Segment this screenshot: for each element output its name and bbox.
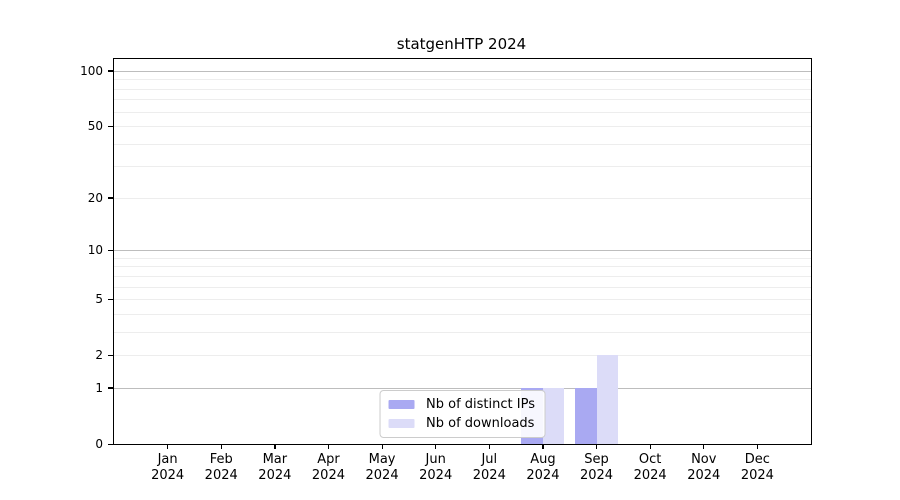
minor-gridline <box>114 275 811 277</box>
x-axis-tick <box>703 444 705 449</box>
x-axis-tick-label: Jul 2024 <box>472 452 506 483</box>
minor-gridline <box>114 299 811 301</box>
y-axis-tick-label: 2 <box>95 348 103 363</box>
legend-label-downloads: Nb of downloads <box>426 416 535 431</box>
bar-sep-distinct-ips <box>575 387 597 444</box>
x-axis-tick-label: Nov 2024 <box>687 452 721 483</box>
minor-gridline <box>114 286 811 288</box>
minor-gridline <box>114 313 811 315</box>
y-axis-tick-label: 100 <box>80 63 103 78</box>
x-axis-tick <box>327 444 330 449</box>
y-axis-tick-label: 50 <box>87 119 103 134</box>
legend-label-distinct-ips: Nb of distinct IPs <box>426 397 535 412</box>
major-gridline <box>114 250 811 252</box>
y-axis-tick-label: 20 <box>87 190 103 205</box>
y-axis-tick <box>108 70 113 72</box>
x-axis-tick <box>542 444 544 449</box>
x-axis-tick-label: Aug 2024 <box>526 452 560 483</box>
legend: Nb of distinct IPs Nb of downloads <box>379 390 546 438</box>
plot-area: Nb of distinct IPs Nb of downloads 0 1 2 5 1… <box>80 58 812 483</box>
x-axis-tick <box>381 444 383 449</box>
x-axis-tick <box>488 444 490 449</box>
bar-aug-downloads <box>542 387 565 444</box>
y-axis-tick <box>108 125 113 127</box>
x-axis-tick-label: Feb 2024 <box>204 452 238 483</box>
legend-entry-distinct-ips: Nb of distinct IPs <box>388 397 535 412</box>
legend-swatch-distinct-ips <box>388 400 415 409</box>
x-axis-tick-label: Jun 2024 <box>419 452 453 483</box>
x-axis-tick <box>649 444 651 449</box>
y-axis-tick-label: 0 <box>95 437 103 451</box>
x-axis-tick <box>596 444 598 449</box>
minor-gridline <box>114 355 811 357</box>
y-axis-tick <box>108 298 113 300</box>
x-axis-tick-label: Dec 2024 <box>740 452 774 483</box>
x-axis-tick-label: Mar 2024 <box>258 452 292 483</box>
y-axis-tick-label: 1 <box>95 380 103 395</box>
major-gridline <box>114 387 811 389</box>
x-axis-tick <box>167 444 169 449</box>
minor-gridline <box>114 79 811 81</box>
y-axis-tick <box>108 443 113 445</box>
legend-swatch-downloads <box>388 419 415 428</box>
minor-gridline <box>114 126 811 128</box>
minor-gridline <box>114 166 811 168</box>
x-axis-tick-label: Oct 2024 <box>633 452 667 483</box>
minor-gridline <box>114 143 811 145</box>
major-gridline <box>114 70 811 72</box>
x-axis-tick-label: Apr 2024 <box>311 452 345 483</box>
x-axis-tick-label: Jan 2024 <box>151 452 185 483</box>
minor-gridline <box>114 331 811 333</box>
y-axis-tick <box>108 387 113 389</box>
x-axis-tick <box>220 444 222 449</box>
x-axis-tick <box>435 444 437 449</box>
minor-gridline <box>114 266 811 268</box>
x-axis-tick <box>756 444 759 449</box>
y-axis-tick <box>108 197 113 199</box>
minor-gridline <box>114 88 811 90</box>
bar-sep-downloads <box>596 355 618 444</box>
chart-title: statgenHTP 2024 <box>396 35 527 53</box>
y-axis-tick <box>108 249 113 251</box>
minor-gridline <box>114 99 811 101</box>
y-axis-tick-label: 5 <box>95 292 103 307</box>
x-axis-tick-label: Sep 2024 <box>579 452 614 483</box>
y-axis-tick <box>108 354 113 356</box>
legend-entry-downloads: Nb of downloads <box>388 416 535 431</box>
minor-gridline <box>114 197 811 199</box>
y-axis-tick-label: 10 <box>87 243 103 258</box>
minor-gridline <box>114 111 811 113</box>
x-axis-tick <box>274 444 276 449</box>
x-axis-tick-label: May 2024 <box>365 452 399 483</box>
minor-gridline <box>114 257 811 259</box>
